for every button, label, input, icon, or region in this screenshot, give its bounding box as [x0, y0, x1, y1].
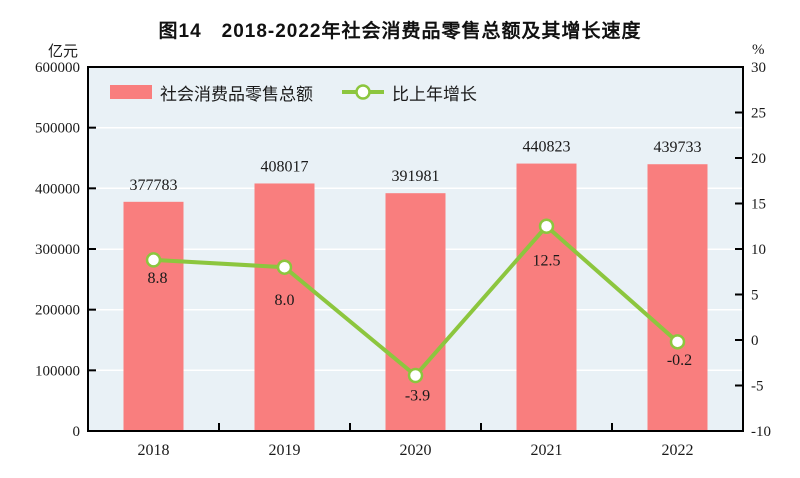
right-tick-label: -10 [751, 424, 771, 440]
left-tick-label: 300000 [35, 242, 80, 258]
legend-line-marker-icon [355, 84, 371, 100]
right-tick-label: 20 [751, 151, 766, 167]
plot-border [87, 66, 744, 432]
bar-2021 [516, 163, 577, 431]
bar-2020 [385, 193, 446, 431]
category-label: 2022 [662, 442, 694, 459]
line-value-label: -3.9 [405, 387, 430, 404]
bar-value-label: 440823 [523, 139, 571, 156]
bar-value-label: 391981 [392, 168, 440, 185]
right-tick-label: 10 [751, 242, 766, 258]
line-value-label: 12.5 [533, 252, 561, 269]
right-axis-unit: % [752, 42, 765, 58]
right-tick-label: 30 [751, 60, 766, 76]
bar-2019 [254, 183, 315, 431]
left-tick-label: 200000 [35, 303, 80, 319]
line-point-2018 [145, 252, 162, 268]
legend-bar-label: 社会消费品零售总额 [160, 85, 313, 104]
bar-value-label: 408017 [261, 158, 309, 175]
category-label: 2021 [531, 442, 563, 459]
right-tick-label: 5 [751, 288, 759, 304]
left-tick-label: 400000 [35, 181, 80, 197]
left-axis-unit: 亿元 [48, 43, 78, 60]
line-point-2020 [407, 367, 424, 384]
legend-line-label: 比上年增长 [392, 85, 477, 104]
line-value-label: -0.2 [667, 352, 692, 369]
right-tick-label: 15 [751, 197, 766, 213]
left-tick-label: 100000 [35, 363, 80, 379]
line-value-label: 8.0 [275, 292, 295, 309]
left-tick-label: 600000 [35, 60, 80, 76]
bar-2022 [647, 164, 708, 432]
right-tick-label: 0 [751, 333, 759, 349]
right-tick-label: -5 [751, 379, 764, 395]
legend: 社会消费品零售总额 比上年增长 [110, 84, 477, 104]
left-tick-label: 500000 [35, 121, 80, 137]
bar-2018 [123, 201, 184, 431]
category-label: 2019 [269, 442, 301, 459]
legend-bar-swatch [110, 85, 152, 99]
category-label: 2018 [138, 442, 170, 459]
bar-value-label: 377783 [130, 177, 178, 194]
line-value-label: 8.8 [148, 270, 168, 287]
line-point-2022 [669, 334, 686, 350]
right-tick-label: 25 [751, 106, 766, 122]
chart-title: 图14 2018-2022年社会消费品零售总额及其增长速度 [158, 21, 642, 42]
line-point-2021 [538, 218, 555, 234]
category-label: 2020 [400, 442, 432, 459]
bar-value-label: 439733 [654, 139, 702, 156]
left-tick-label: 0 [73, 424, 81, 440]
line-point-2019 [276, 259, 293, 275]
